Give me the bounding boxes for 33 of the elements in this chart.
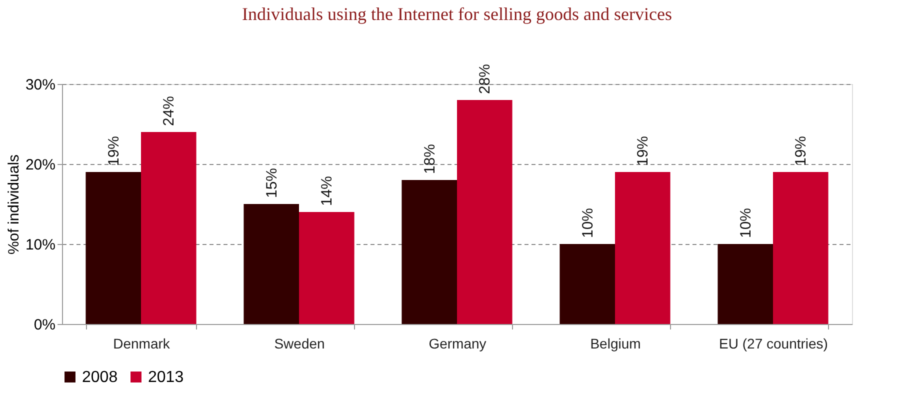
bar [718, 244, 773, 324]
x-tick-label: Sweden [274, 336, 325, 352]
bar [457, 100, 512, 324]
x-tick-label: EU (27 countries) [719, 336, 828, 352]
data-label: 19% [634, 136, 652, 166]
y-tick-label: 20% [25, 156, 56, 174]
data-label: 24% [160, 96, 178, 126]
x-tick-label: Denmark [113, 336, 171, 352]
data-label: 28% [476, 64, 494, 94]
data-label: 15% [263, 168, 280, 198]
data-label: 14% [318, 176, 336, 206]
bar [244, 204, 299, 324]
data-label: 10% [737, 208, 754, 238]
data-label: 19% [105, 136, 122, 166]
y-axis-title: %of individuals [5, 154, 22, 255]
data-label: 10% [579, 208, 596, 238]
bar [141, 132, 196, 324]
data-label: 19% [792, 136, 810, 166]
bar [86, 172, 141, 324]
bar [402, 180, 457, 324]
legend-label: 2013 [148, 369, 184, 386]
x-tick-label: Germany [428, 336, 486, 352]
legend-label: 2008 [82, 369, 118, 386]
bar [299, 212, 354, 324]
y-tick-label: 30% [25, 76, 56, 94]
bar [773, 172, 828, 324]
y-tick-label: 10% [25, 236, 56, 254]
x-tick-label: Belgium [590, 336, 641, 352]
bar [560, 244, 615, 324]
bar [615, 172, 670, 324]
y-tick-label: 0% [34, 316, 56, 334]
chart-title: Individuals using the Internet for selling goods and services [242, 4, 672, 24]
data-label: 18% [421, 144, 438, 174]
